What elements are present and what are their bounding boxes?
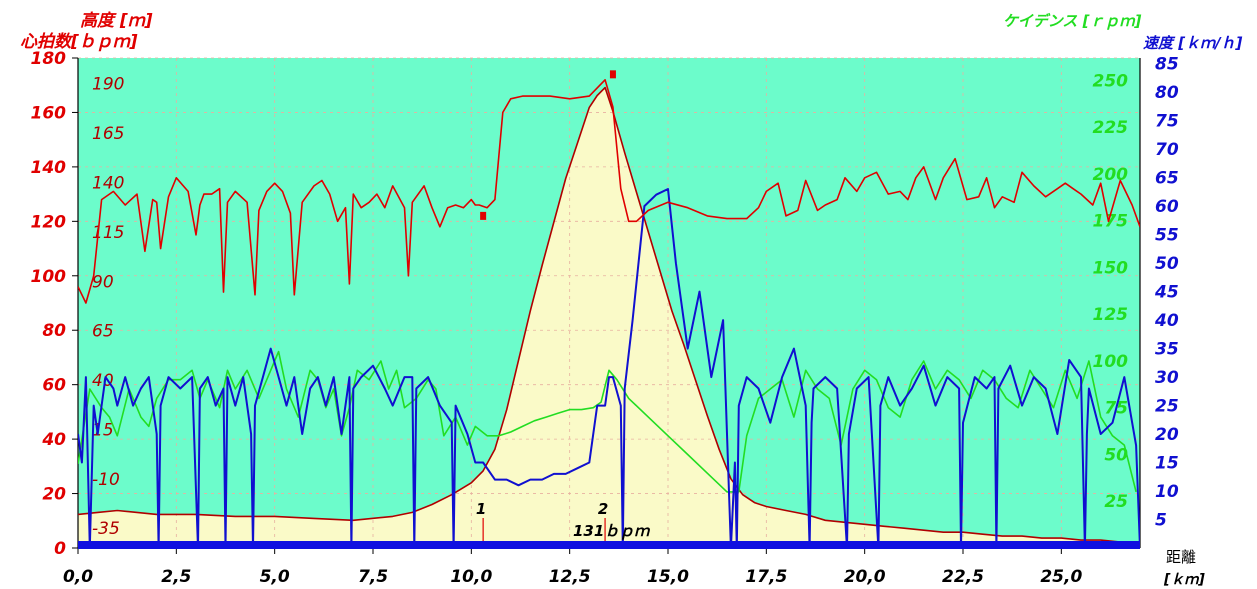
baseline-bar xyxy=(78,541,1140,549)
tick-label-distance: 7,5 xyxy=(358,567,388,587)
distance-axis-unit: [ｋｍ] xyxy=(1163,572,1205,588)
tick-label-heart-rate: 140 xyxy=(31,158,67,178)
tick-label-distance: 22,5 xyxy=(942,567,984,587)
tick-label-speed: 15 xyxy=(1155,454,1179,474)
tick-label-altitude: -10 xyxy=(92,470,120,490)
hr-point-marker xyxy=(609,70,616,79)
cadence-axis-title: ケイデンス [ｒｐｍ] xyxy=(1003,12,1141,30)
tick-label-distance: 15,0 xyxy=(647,567,689,587)
tick-label-heart-rate: 120 xyxy=(31,212,67,232)
tick-label-distance: 0,0 xyxy=(63,567,93,587)
tick-label-cadence: 125 xyxy=(1093,305,1129,325)
tick-label-speed: 60 xyxy=(1155,197,1179,217)
tick-label-heart-rate: 20 xyxy=(42,485,66,505)
altitude-area xyxy=(78,87,1140,548)
tick-label-distance: 12,5 xyxy=(549,567,591,587)
tick-label-altitude: 165 xyxy=(92,124,124,144)
tick-label-altitude: 140 xyxy=(92,173,124,193)
tick-label-speed: 80 xyxy=(1155,83,1179,103)
tick-label-speed: 65 xyxy=(1155,169,1179,189)
series-line-heart_rate xyxy=(78,79,1140,304)
tick-label-distance: 17,5 xyxy=(745,567,787,587)
tick-label-cadence: 200 xyxy=(1093,165,1129,185)
tick-label-distance: 5,0 xyxy=(260,567,290,587)
tick-label-distance: 2,5 xyxy=(161,567,191,587)
tick-label-cadence: 225 xyxy=(1093,118,1129,138)
tick-label-heart-rate: 160 xyxy=(31,103,67,123)
tick-label-heart-rate: 0 xyxy=(54,539,66,559)
tick-label-heart-rate: 40 xyxy=(41,430,66,450)
tick-label-speed: 30 xyxy=(1155,368,1179,388)
tick-label-speed: 40 xyxy=(1154,311,1179,331)
tick-label-speed: 50 xyxy=(1155,254,1179,274)
tick-label-heart-rate: 60 xyxy=(42,376,66,396)
tick-label-altitude: 40 xyxy=(92,371,114,391)
tick-label-speed: 35 xyxy=(1155,340,1179,360)
tick-label-distance: 10,0 xyxy=(450,567,492,587)
series-line-cadence xyxy=(78,350,1137,493)
tick-label-heart-rate: 180 xyxy=(31,49,67,69)
hr-point-marker xyxy=(480,211,487,220)
lap-marker-label: 2 xyxy=(598,500,608,518)
tick-label-cadence: 50 xyxy=(1104,445,1128,465)
hr-annotation: 131ｂｐｍ xyxy=(573,522,650,540)
tick-label-speed: 45 xyxy=(1154,283,1179,303)
tick-label-cadence: 150 xyxy=(1093,258,1129,278)
tick-label-distance: 25,0 xyxy=(1040,567,1082,587)
tick-label-altitude: 115 xyxy=(92,223,124,243)
speed-axis-title: 速度 [ｋｍ/ｈ] xyxy=(1143,34,1243,52)
series-group xyxy=(78,79,1140,548)
tick-label-speed: 10 xyxy=(1155,482,1179,502)
series-line-speed xyxy=(78,188,1140,548)
altitude-axis-title: 高度 [ｍ] xyxy=(80,11,153,31)
tick-label-altitude: 65 xyxy=(92,322,114,342)
tick-label-speed: 25 xyxy=(1155,397,1179,417)
heart-rate-axis-title: 心拍数[ｂｐｍ] xyxy=(20,32,138,52)
tick-label-cadence: 100 xyxy=(1093,352,1129,372)
tick-label-heart-rate: 80 xyxy=(42,321,66,341)
distance-axis-title: 距離 xyxy=(1166,548,1196,566)
tick-label-cadence: 25 xyxy=(1104,492,1128,512)
tick-label-speed: 85 xyxy=(1155,55,1179,75)
tick-label-speed: 20 xyxy=(1155,425,1179,445)
tick-label-altitude: 90 xyxy=(92,272,114,292)
tick-label-speed: 70 xyxy=(1155,140,1179,160)
lap-marker-label: 1 xyxy=(476,500,486,518)
tick-label-speed: 55 xyxy=(1155,226,1179,246)
tick-label-cadence: 250 xyxy=(1093,71,1129,91)
tick-label-altitude: 190 xyxy=(92,75,124,95)
tick-label-distance: 20,0 xyxy=(844,567,886,587)
tick-label-heart-rate: 100 xyxy=(31,267,67,287)
series-line-altitude xyxy=(78,86,1140,543)
tick-label-speed: 75 xyxy=(1155,112,1179,132)
tick-label-speed: 5 xyxy=(1155,511,1167,531)
tick-label-cadence: 175 xyxy=(1093,212,1129,232)
tick-label-altitude: -35 xyxy=(92,519,120,539)
